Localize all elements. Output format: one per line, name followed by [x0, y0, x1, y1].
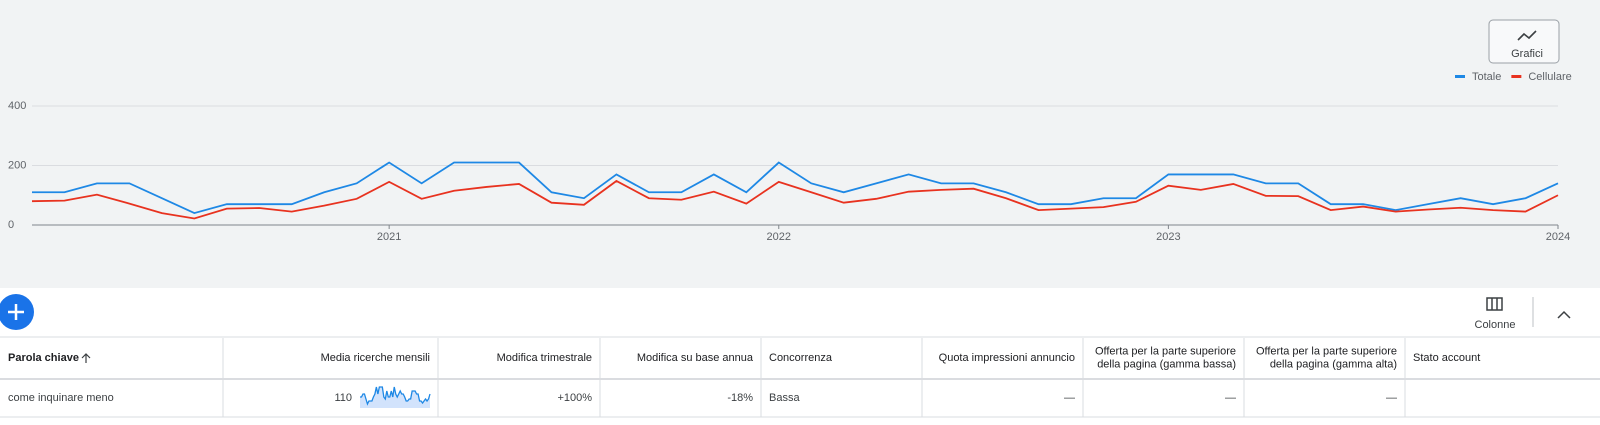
charts-button[interactable]: Grafici: [1488, 19, 1560, 64]
legend-swatch: [1455, 75, 1465, 78]
table-cell: +100%: [557, 392, 592, 404]
x-tick-label: 2023: [1156, 231, 1180, 243]
column-header: Modifica trimestrale: [497, 352, 592, 364]
y-tick-label: 200: [8, 159, 26, 171]
table-cell: Bassa: [769, 392, 800, 404]
x-tick-label: 2024: [1546, 231, 1570, 243]
table-cell: —: [1064, 392, 1075, 404]
charts-button-label: Grafici: [1511, 48, 1543, 60]
collapse-icon[interactable]: [1557, 310, 1571, 319]
table-cell: —: [1386, 392, 1397, 404]
legend-label: Totale: [1472, 71, 1501, 83]
chart-background: [0, 0, 1600, 288]
table-cell: come inquinare meno: [8, 392, 114, 404]
column-header: della pagina (gamma alta): [1270, 358, 1397, 370]
column-header: Parola chiave: [8, 352, 79, 364]
y-tick-label: 0: [8, 219, 14, 231]
table-cell: -18%: [727, 392, 753, 404]
columns-button-label: Colonne: [1475, 319, 1516, 331]
column-header: Stato account: [1413, 352, 1480, 364]
line-series: [32, 161, 1559, 215]
column-header: della pagina (gamma bassa): [1097, 358, 1236, 370]
column-header: Offerta per la parte superiore: [1256, 345, 1397, 357]
table-cell: 110: [334, 392, 352, 404]
table-cell: —: [1225, 392, 1236, 404]
add-icon: [8, 304, 24, 320]
column-header: Media ricerche mensili: [321, 352, 430, 364]
column-header: Quota impressioni annuncio: [939, 352, 1075, 364]
y-tick-label: 400: [8, 100, 26, 112]
legend-label: Cellulare: [1528, 71, 1571, 83]
sparkline: [360, 386, 431, 406]
column-header: Concorrenza: [769, 352, 833, 364]
x-tick-label: 2021: [377, 231, 401, 243]
column-header: Modifica su base annua: [637, 352, 754, 364]
line-series: [31, 179, 1559, 220]
column-header: Offerta per la parte superiore: [1095, 345, 1236, 357]
x-tick-label: 2022: [767, 231, 791, 243]
columns-button[interactable]: Colonne: [1475, 297, 1516, 331]
sort-arrow: [81, 353, 91, 363]
legend-swatch: [1511, 75, 1522, 78]
